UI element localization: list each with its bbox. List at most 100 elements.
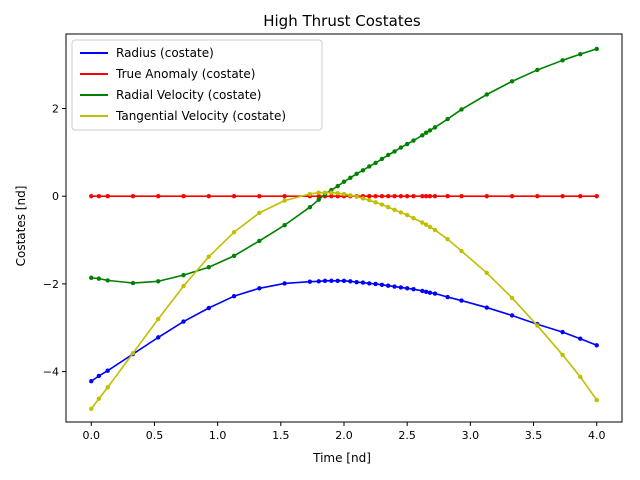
- data-point: [535, 67, 540, 73]
- data-point: [459, 248, 464, 254]
- legend-label: Tangential Velocity (costate): [115, 109, 286, 123]
- data-point: [578, 194, 583, 199]
- data-point: [329, 190, 334, 195]
- data-point: [322, 190, 328, 195]
- data-point: [181, 283, 186, 289]
- data-point: [341, 191, 347, 197]
- data-point: [560, 352, 565, 358]
- ticks-layer: 0.0 0.5 1.0 1.5 2.0 2.5 3.0 3.5 4.0 −4 −2 0 2: [43, 103, 606, 442]
- data-point: [348, 279, 353, 284]
- data-point: [206, 265, 211, 270]
- data-point: [373, 160, 378, 166]
- data-point: [398, 145, 404, 150]
- data-point: [578, 51, 583, 57]
- data-point: [367, 281, 372, 286]
- data-point: [427, 194, 433, 199]
- data-point: [484, 305, 489, 310]
- data-point: [392, 194, 397, 199]
- data-point: [316, 197, 321, 202]
- data-point: [509, 313, 515, 318]
- data-point: [360, 196, 366, 201]
- data-point: [231, 229, 237, 235]
- data-point: [420, 133, 425, 138]
- data-point: [398, 285, 404, 290]
- data-point: [257, 286, 262, 291]
- data-point: [560, 58, 565, 63]
- data-point: [282, 198, 287, 203]
- x-tick-label: 0.0: [83, 429, 101, 442]
- data-point: [367, 194, 372, 199]
- data-point: [181, 194, 186, 199]
- data-point: [445, 294, 450, 300]
- data-point: [335, 278, 340, 284]
- data-point: [535, 194, 540, 199]
- data-point: [354, 194, 359, 199]
- plot-area-frame: [65, 33, 623, 423]
- data-point: [181, 272, 186, 278]
- x-tick-label: 3.5: [525, 429, 543, 442]
- data-point: [411, 286, 416, 292]
- data-point: [96, 194, 102, 199]
- data-point: [89, 406, 94, 412]
- legend: Radius (costate) True Anomaly (costate) Ra…: [71, 39, 323, 131]
- data-point: [484, 92, 489, 97]
- data-point: [398, 194, 404, 199]
- data-point: [156, 194, 161, 199]
- data-point: [348, 193, 353, 198]
- data-point: [594, 194, 599, 199]
- series-2: [89, 46, 599, 286]
- data-point: [404, 194, 410, 199]
- chart-title: High Thrust Costates: [263, 12, 421, 30]
- data-point: [379, 156, 385, 162]
- data-point: [427, 128, 433, 133]
- legend-label: Radial Velocity (costate): [116, 88, 261, 102]
- data-point: [316, 279, 321, 284]
- data-point: [130, 194, 136, 199]
- data-point: [206, 305, 211, 311]
- data-point: [386, 152, 391, 158]
- data-point: [329, 278, 334, 284]
- data-point: [231, 253, 237, 259]
- data-point: [432, 125, 438, 130]
- data-point: [206, 254, 211, 259]
- data-point: [105, 368, 110, 373]
- data-point: [89, 194, 94, 199]
- data-point: [594, 46, 599, 52]
- x-tick-label: 0.5: [146, 429, 164, 442]
- data-point: [420, 220, 425, 225]
- data-point: [156, 279, 161, 284]
- data-point: [594, 343, 599, 348]
- data-point: [96, 373, 102, 379]
- data-point: [354, 171, 359, 177]
- data-point: [329, 194, 334, 199]
- data-point: [96, 396, 102, 401]
- data-point: [156, 335, 161, 340]
- data-point: [373, 200, 378, 205]
- data-point: [335, 190, 340, 196]
- data-point: [411, 194, 416, 199]
- data-point: [130, 280, 136, 286]
- data-point: [459, 194, 464, 199]
- data-point: [181, 319, 186, 324]
- data-point: [404, 212, 410, 218]
- data-point: [432, 194, 438, 199]
- data-point: [307, 204, 313, 210]
- data-point: [89, 275, 94, 280]
- data-point: [105, 385, 110, 390]
- data-point: [392, 284, 397, 289]
- y-axis-label: Costates [nd]: [14, 186, 28, 267]
- data-point: [509, 295, 515, 301]
- data-point: [509, 194, 515, 199]
- data-point: [322, 278, 328, 284]
- data-point: [341, 179, 347, 184]
- x-tick-label: 1.0: [209, 429, 227, 442]
- data-point: [420, 288, 425, 294]
- data-point: [411, 215, 416, 221]
- data-point: [360, 168, 366, 173]
- series-1: [89, 194, 599, 199]
- data-point: [578, 374, 583, 380]
- data-point: [360, 280, 366, 285]
- data-point: [535, 323, 540, 328]
- data-point: [398, 210, 404, 215]
- legend-label: Radius (costate): [116, 46, 214, 60]
